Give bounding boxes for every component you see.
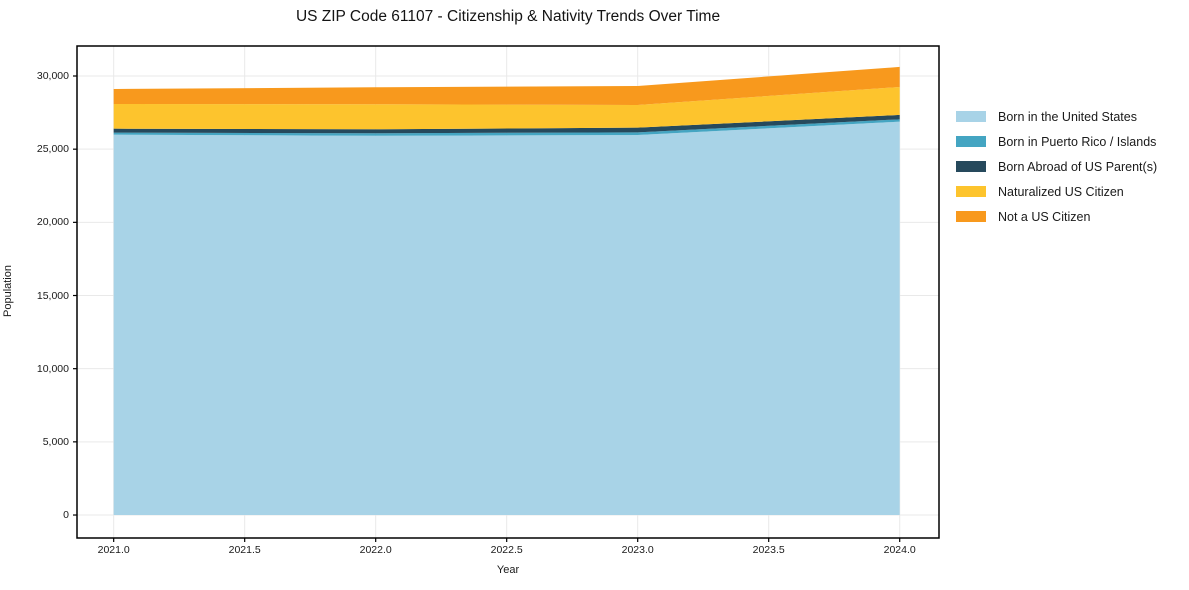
- legend: Born in the United States Born in Puerto…: [956, 104, 1157, 229]
- legend-item-born-us: Born in the United States: [956, 104, 1157, 129]
- legend-item-naturalized: Naturalized US Citizen: [956, 179, 1157, 204]
- y-tick-label: 20,000: [36, 216, 69, 229]
- legend-swatch-puerto-rico: [956, 136, 986, 147]
- legend-swatch-naturalized: [956, 186, 986, 197]
- y-tick-label: 30,000: [36, 70, 69, 82]
- y-tick-label: 0: [63, 509, 69, 522]
- x-tick-label: 2024.0: [883, 544, 916, 556]
- legend-label: Naturalized US Citizen: [998, 184, 1124, 199]
- chart-title: US ZIP Code 61107 - Citizenship & Nativi…: [295, 8, 721, 25]
- legend-label: Born in the United States: [998, 109, 1137, 124]
- legend-item-born-abroad: Born Abroad of US Parent(s): [956, 154, 1157, 179]
- x-tick-label: 2021.5: [228, 544, 261, 556]
- x-tick-label: 2021.0: [97, 544, 130, 556]
- legend-swatch-born-abroad: [956, 161, 986, 172]
- y-tick-label: 15,000: [36, 289, 69, 302]
- legend-label: Born in Puerto Rico / Islands: [998, 134, 1157, 149]
- legend-label: Born Abroad of US Parent(s): [998, 159, 1158, 174]
- legend-item-puerto-rico: Born in Puerto Rico / Islands: [956, 129, 1157, 154]
- legend-label: Not a US Citizen: [998, 209, 1091, 224]
- x-tick-label: 2022.0: [359, 544, 392, 556]
- y-tick-label: 25,000: [36, 143, 69, 156]
- x-axis-label: Year: [496, 564, 520, 576]
- legend-swatch-born-us: [956, 111, 986, 122]
- x-tick-label: 2023.0: [621, 544, 654, 556]
- y-tick-label: 10,000: [36, 362, 69, 375]
- x-tick-label: 2022.5: [490, 544, 523, 556]
- legend-swatch-not-citizen: [956, 211, 986, 222]
- y-tick-label: 5,000: [42, 435, 69, 448]
- legend-item-not-citizen: Not a US Citizen: [956, 204, 1157, 229]
- x-tick-label: 2023.5: [752, 544, 785, 556]
